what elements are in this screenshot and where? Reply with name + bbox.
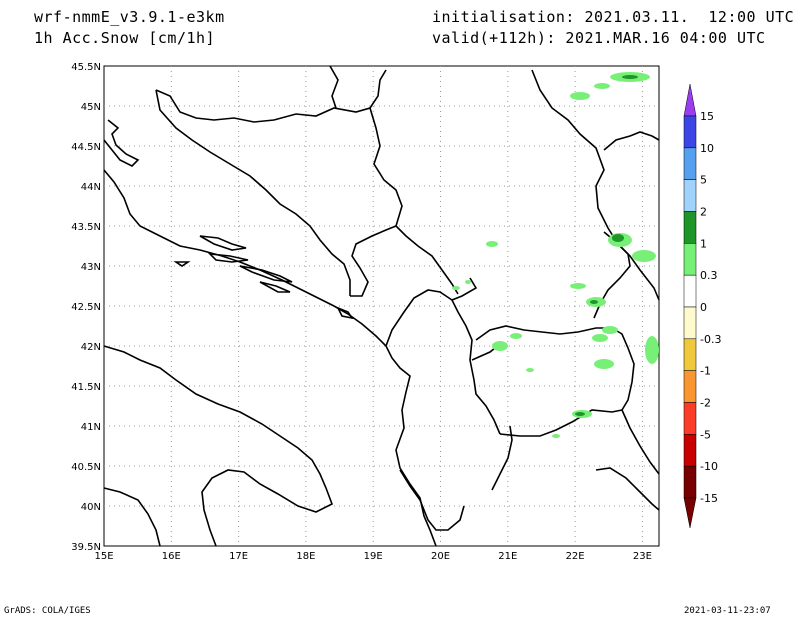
colorbar-label: -0.3	[700, 333, 721, 346]
colorbar-bottom-arrow	[683, 497, 697, 529]
lat-label: 39.5N	[71, 542, 101, 553]
colorbar-segment	[683, 434, 697, 467]
colorbar-segment	[683, 306, 697, 340]
lat-label: 40N	[81, 502, 101, 513]
colorbar-label: -5	[700, 428, 711, 441]
snow-patches	[452, 72, 659, 438]
colorbar-segment	[683, 274, 697, 308]
lat-label: 45N	[81, 102, 101, 113]
lat-label: 42.5N	[71, 302, 101, 313]
lon-label: 19E	[364, 551, 383, 562]
colorbar-label: 5	[700, 174, 707, 187]
lat-label: 41.5N	[71, 382, 101, 393]
lat-label: 44N	[81, 182, 101, 193]
lon-label: 21E	[498, 551, 517, 562]
lat-label: 41N	[81, 422, 101, 433]
colorbar-label: 0	[700, 301, 707, 314]
lon-label: 18E	[296, 551, 315, 562]
colorbar-segment	[683, 179, 697, 212]
footer-timestamp: 2021-03-11-23:07	[684, 606, 771, 616]
colorbar-top-arrow	[683, 83, 697, 117]
lon-label: 22E	[566, 551, 585, 562]
initialisation-time: initialisation: 2021.03.11. 12:00 UTC	[432, 8, 795, 26]
lat-label: 44.5N	[71, 142, 101, 153]
colorbar-segment	[683, 115, 697, 149]
valid-time: valid(+112h): 2021.MAR.16 04:00 UTC	[432, 29, 766, 47]
colorbar-label: -1	[700, 365, 711, 378]
map-grid	[104, 66, 659, 546]
colorbar-label: 10	[700, 142, 714, 155]
colorbar-segment	[683, 147, 697, 180]
footer-credit: GrADS: COLA/IGES	[4, 606, 91, 616]
latitude-labels: 45.5N 45N 44.5N 44N 43.5N 43N 42.5N 42N 41.5N 41N…	[71, 62, 101, 553]
lat-label: 40.5N	[71, 462, 101, 473]
lat-label: 45.5N	[71, 62, 101, 73]
colorbar-segment	[683, 370, 697, 403]
lon-label: 17E	[229, 551, 248, 562]
field-title: 1h Acc.Snow [cm/1h]	[34, 29, 216, 47]
colorbar-label: 2	[700, 206, 707, 219]
lat-label: 43.5N	[71, 222, 101, 233]
lat-label: 42N	[81, 342, 101, 353]
colorbar-label: -2	[700, 397, 711, 410]
model-title: wrf-nmmE_v3.9.1-e3km	[34, 8, 225, 26]
colorbar-label: -15	[700, 492, 718, 505]
colorbar-segment	[683, 338, 697, 371]
lon-label: 16E	[162, 551, 181, 562]
lon-label: 15E	[94, 551, 113, 562]
lon-label: 23E	[633, 551, 652, 562]
colorbar-segment	[683, 211, 697, 244]
colorbar-segment	[683, 243, 697, 276]
colorbar-label: 1	[700, 237, 707, 250]
colorbar-label: -10	[700, 460, 718, 473]
colorbar: 15 10 5 2 1 0.3 0 -0.3 -1 -2 -5 -10 -15	[683, 83, 721, 529]
colorbar-segment	[683, 402, 697, 435]
lon-label: 20E	[431, 551, 450, 562]
lat-label: 43N	[81, 262, 101, 273]
colorbar-segment	[683, 465, 697, 499]
longitude-labels: 15E 16E 17E 18E 19E 20E 21E 22E 23E	[94, 551, 651, 562]
colorbar-label: 0.3	[700, 269, 718, 282]
colorbar-label: 15	[700, 110, 714, 123]
map-frame	[103, 65, 660, 547]
